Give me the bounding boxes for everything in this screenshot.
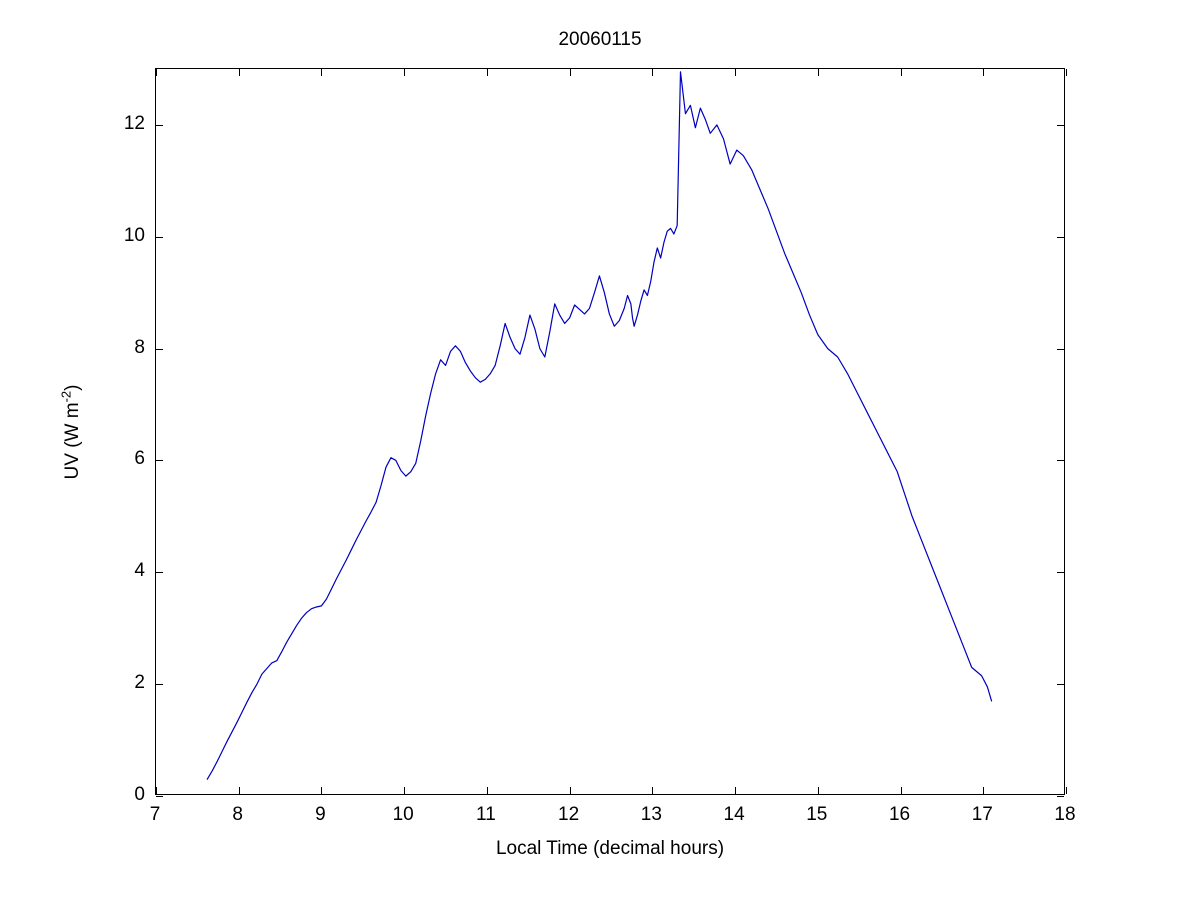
x-tick-mark xyxy=(983,787,985,794)
y-tick-label: 2 xyxy=(134,672,145,694)
y-tick-mark xyxy=(156,796,163,797)
x-tick-label: 13 xyxy=(640,804,662,825)
x-tick-mark-top xyxy=(238,69,240,76)
x-tick-mark xyxy=(156,787,157,794)
x-tick-mark-top xyxy=(983,69,985,76)
y-tick-mark xyxy=(156,572,163,574)
y-tick-label: 4 xyxy=(134,560,145,582)
x-tick-mark-top xyxy=(569,69,571,76)
plot-axes-box xyxy=(155,68,1067,797)
x-tick-mark-top xyxy=(486,69,488,76)
x-tick-mark-top xyxy=(652,69,654,76)
chart-title: 20060115 xyxy=(558,29,642,50)
y-tick-label: 10 xyxy=(123,224,145,246)
y-tick-mark-right xyxy=(1057,348,1064,350)
x-tick-mark xyxy=(900,787,902,794)
x-tick-mark xyxy=(735,787,737,794)
x-tick-mark-top xyxy=(900,69,902,76)
x-tick-mark-top xyxy=(817,69,819,76)
uv-series-line xyxy=(206,71,993,780)
x-tick-label: 7 xyxy=(149,804,161,825)
y-tick-mark-right xyxy=(1057,460,1064,462)
y-tick-label: 0 xyxy=(134,784,145,805)
x-tick-mark xyxy=(569,787,571,794)
x-tick-label: 16 xyxy=(888,804,911,825)
y-tick-mark xyxy=(156,348,163,350)
y-tick-label: 12 xyxy=(123,112,145,134)
x-tick-mark xyxy=(817,787,819,794)
x-tick-mark-top xyxy=(735,69,737,76)
x-tick-mark xyxy=(238,787,240,794)
x-tick-label: 8 xyxy=(232,804,244,825)
x-tick-mark xyxy=(404,787,406,794)
x-axis-label: Local Time (decimal hours) xyxy=(495,838,725,859)
y-tick-mark-right xyxy=(1057,572,1064,574)
x-tick-mark-top xyxy=(321,69,323,76)
data-line-plot xyxy=(206,71,993,780)
x-tick-label: 18 xyxy=(1054,804,1076,825)
x-tick-label: 12 xyxy=(558,804,580,825)
y-tick-label: 6 xyxy=(134,448,145,470)
x-tick-label: 9 xyxy=(315,804,326,825)
y-tick-mark xyxy=(156,684,163,686)
x-tick-mark xyxy=(1066,787,1067,794)
x-tick-label: 14 xyxy=(723,804,745,825)
x-tick-label: 15 xyxy=(806,804,828,825)
x-tick-mark xyxy=(652,787,654,794)
x-tick-mark-top xyxy=(1066,69,1067,76)
y-tick-mark-right xyxy=(1057,236,1064,238)
y-tick-mark-right xyxy=(1057,684,1064,686)
x-tick-label: 17 xyxy=(971,804,993,825)
x-tick-label: 11 xyxy=(476,804,496,825)
y-tick-mark-right xyxy=(1057,796,1064,797)
x-tick-mark-top xyxy=(404,69,406,76)
y-tick-mark xyxy=(156,460,163,462)
y-tick-label: 8 xyxy=(134,336,145,358)
x-tick-mark xyxy=(486,787,488,794)
y-tick-mark xyxy=(156,236,163,238)
y-axis-label: UV (W m-2) xyxy=(58,384,83,480)
x-tick-mark-top xyxy=(156,69,157,76)
x-tick-label: 10 xyxy=(392,804,414,825)
y-tick-mark-right xyxy=(1057,124,1064,126)
x-tick-mark xyxy=(321,787,323,794)
y-tick-mark xyxy=(156,124,163,126)
